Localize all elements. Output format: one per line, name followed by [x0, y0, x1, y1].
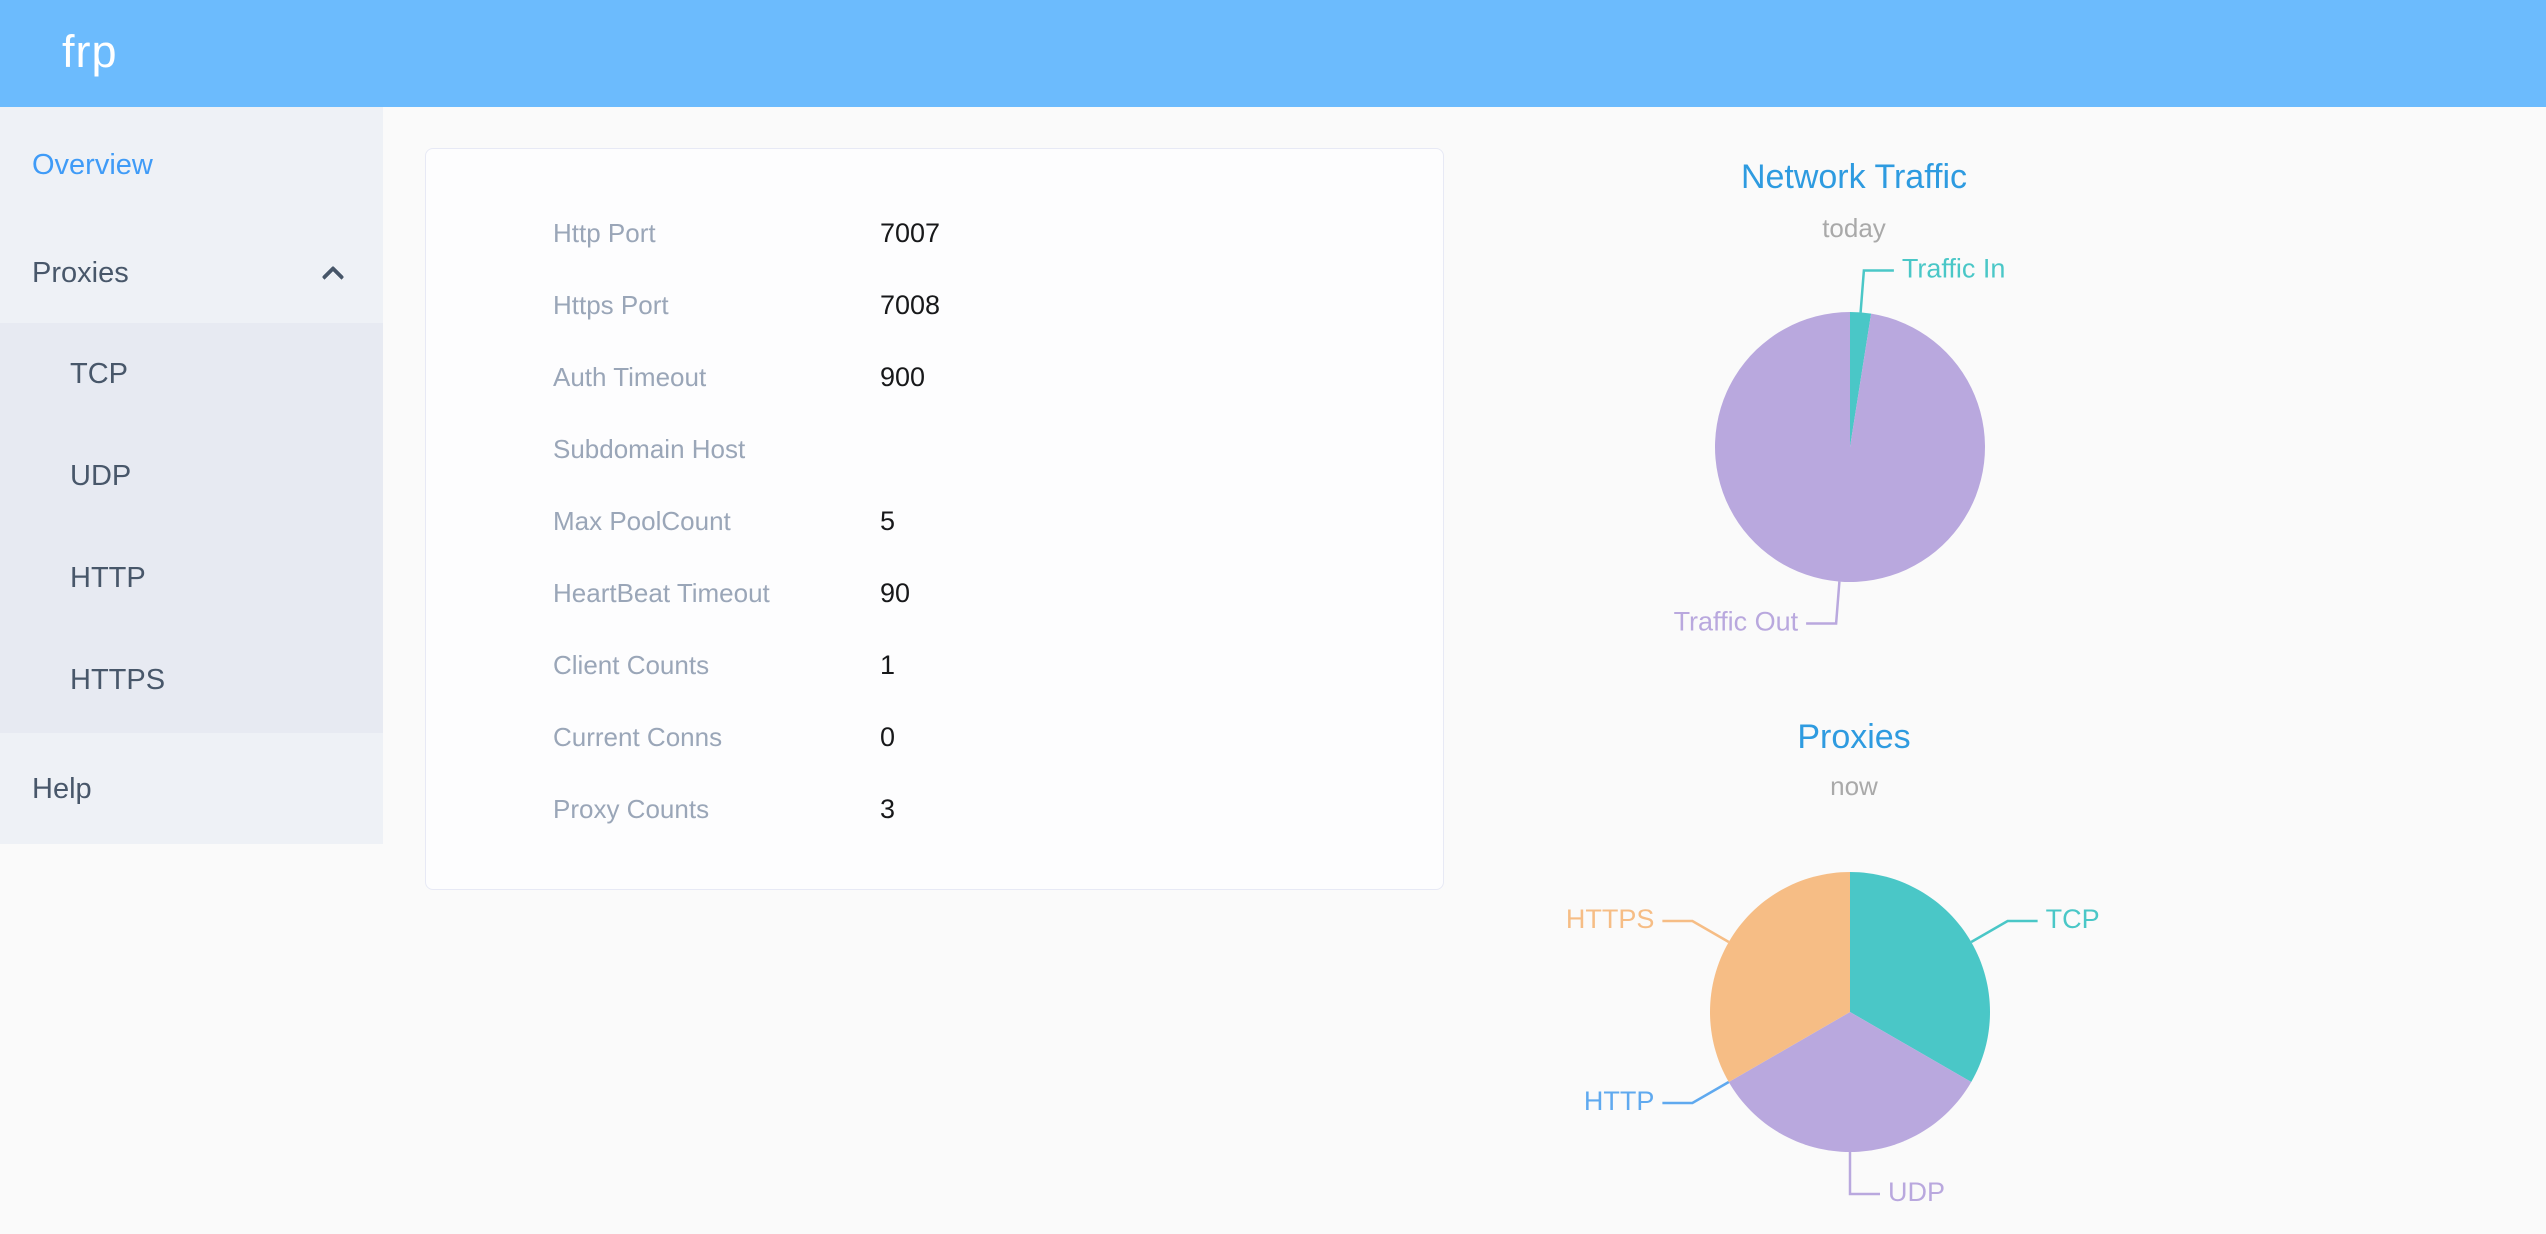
sidebar-item-udp[interactable]: UDP	[0, 425, 383, 527]
chart-subtitle: today	[1822, 213, 1886, 243]
sidebar-item-overview[interactable]: Overview	[0, 107, 383, 223]
table-row: Client Counts 1	[426, 629, 1443, 701]
chart-title: Network Traffic	[1740, 158, 1968, 196]
table-row: Proxy Counts 3	[426, 773, 1443, 845]
table-row: Auth Timeout 900	[426, 341, 1443, 413]
info-value: 3	[880, 793, 896, 824]
pie-slice-traffic-out[interactable]	[1714, 312, 1985, 582]
sidebar-item-proxies[interactable]: Proxies	[0, 223, 383, 323]
network-traffic-chart: Network Traffic today Traffic In Traffic …	[1454, 140, 2254, 670]
sidebar-item-label: HTTPS	[70, 663, 166, 696]
info-label: Http Port	[553, 217, 656, 248]
pie-label-line	[1848, 1152, 1880, 1196]
table-row: Max PoolCount 5	[426, 485, 1443, 557]
pie-label-line	[1662, 1080, 1730, 1105]
network-traffic-pie: Traffic In Traffic Out	[1674, 254, 2006, 637]
table-row: Current Conns 0	[426, 701, 1443, 773]
table-row: Https Port 7008	[426, 269, 1443, 341]
sidebar-item-tcp[interactable]: TCP	[0, 323, 383, 425]
proxies-chart: Proxies now TCP UDP HTTP HTTPS	[1454, 700, 2254, 1234]
app-header: frp	[0, 0, 2546, 107]
info-label: Https Port	[553, 289, 669, 320]
sidebar-item-label: Proxies	[32, 256, 129, 289]
server-info-card: Http Port 7007 Https Port 7008 Auth Timeout 9…	[425, 148, 1444, 890]
info-label: Max PoolCount	[553, 505, 731, 536]
info-value: 5	[880, 505, 896, 536]
table-row: HeartBeat Timeout 90	[426, 557, 1443, 629]
info-value: 90	[880, 577, 911, 608]
info-label: HeartBeat Timeout	[553, 577, 770, 608]
pie-label-udp: UDP	[1888, 1177, 1945, 1207]
sidebar-item-label: UDP	[70, 459, 132, 492]
proxies-pie: TCP UDP HTTP HTTPS	[1566, 872, 2100, 1207]
info-label: Subdomain Host	[553, 433, 746, 464]
sidebar-item-label: Help	[32, 772, 92, 805]
sidebar-item-help[interactable]: Help	[0, 733, 383, 845]
info-value: 1	[880, 649, 896, 680]
sidebar-item-label: HTTP	[70, 561, 146, 594]
sidebar-item-https[interactable]: HTTPS	[0, 629, 383, 731]
app-logo: frp	[62, 26, 118, 77]
pie-label-traffic-out: Traffic Out	[1674, 607, 1799, 637]
pie-slice-traffic-in[interactable]	[1850, 312, 1872, 447]
pie-label-traffic-in: Traffic In	[1902, 254, 2006, 284]
table-row: Subdomain Host	[426, 413, 1443, 485]
sidebar-item-label: Overview	[32, 148, 153, 181]
sidebar-item-label: TCP	[70, 357, 128, 390]
table-row: Http Port 7007	[426, 197, 1443, 269]
sidebar-submenu-proxies: TCP UDP HTTP HTTPS	[0, 323, 383, 733]
pie-slice-https[interactable]	[1710, 872, 1850, 1082]
chart-subtitle: now	[1830, 771, 1878, 801]
sidebar-item-http[interactable]: HTTP	[0, 527, 383, 629]
info-value: 900	[880, 361, 926, 392]
pie-label-line	[1970, 919, 2038, 944]
info-label: Client Counts	[553, 649, 710, 680]
info-value: 7008	[880, 289, 941, 320]
info-value: 7007	[880, 217, 941, 248]
chevron-up-icon	[321, 265, 345, 289]
info-value: 0	[880, 721, 896, 752]
sidebar: Overview Proxies TCP UDP HTTP HTTPS Help	[0, 107, 383, 844]
pie-label-tcp: TCP	[2046, 904, 2100, 934]
pie-label-https: HTTPS	[1566, 904, 1655, 934]
pie-label-line	[1662, 919, 1730, 944]
pie-label-http: HTTP	[1584, 1086, 1655, 1116]
info-label: Auth Timeout	[553, 361, 707, 392]
pie-slice-tcp[interactable]	[1850, 872, 1990, 1082]
info-label: Proxy Counts	[553, 793, 710, 824]
info-label: Current Conns	[553, 721, 723, 752]
pie-label-line	[1806, 581, 1841, 625]
pie-label-line	[1859, 269, 1894, 313]
chart-title: Proxies	[1797, 718, 1911, 756]
